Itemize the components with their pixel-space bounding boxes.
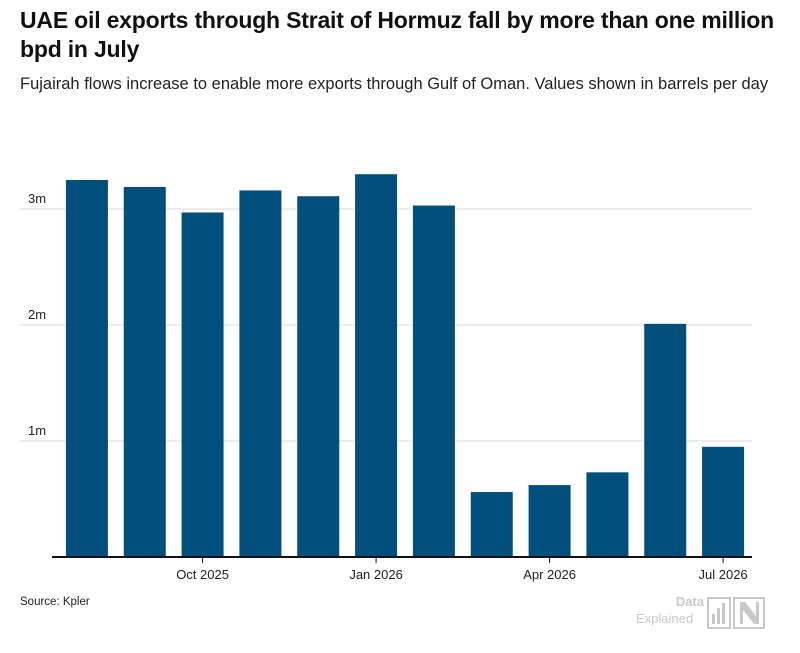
chart-title: UAE oil exports through Strait of Hormuz… (20, 7, 774, 62)
data-explained-logo: Data Explained (636, 594, 786, 634)
source-note: Source: Kpler (20, 596, 90, 608)
bar-nov-2025 (239, 190, 282, 557)
y-axis-ticks: 1m 2m 3m (28, 191, 46, 438)
bar-feb-2026 (412, 205, 455, 557)
bar-jan-2026 (355, 174, 398, 557)
bar-sep-2025 (123, 186, 166, 557)
chart-subtitle: Fujairah flows increase to enable more e… (20, 75, 769, 93)
logo-text-data: Data (675, 594, 704, 609)
bar-may-2026 (586, 472, 629, 557)
bar-jun-2026 (644, 323, 687, 557)
bar-oct-2025 (181, 212, 224, 558)
bar-dec-2025 (297, 196, 340, 558)
x-tick-label: Oct 2025 (176, 567, 229, 582)
data-explained-logo-icon (707, 597, 765, 629)
x-tick-label: Jan 2026 (349, 567, 403, 582)
y-tick-label: 3m (28, 191, 46, 206)
x-axis-ticks: Oct 2025 Jan 2026 Apr 2026 Jul 2026 (176, 557, 748, 582)
x-tick-label: Apr 2026 (523, 567, 576, 582)
bar-jul-2026 (702, 446, 745, 557)
y-tick-label: 1m (28, 423, 46, 438)
logo-text-explained: Explained (636, 611, 694, 626)
bar-apr-2026 (528, 485, 571, 557)
bars (65, 174, 745, 558)
x-tick-label: Jul 2026 (699, 567, 748, 582)
bar-aug-2025 (65, 180, 108, 557)
bar-mar-2026 (470, 492, 513, 557)
y-tick-label: 2m (28, 307, 46, 322)
